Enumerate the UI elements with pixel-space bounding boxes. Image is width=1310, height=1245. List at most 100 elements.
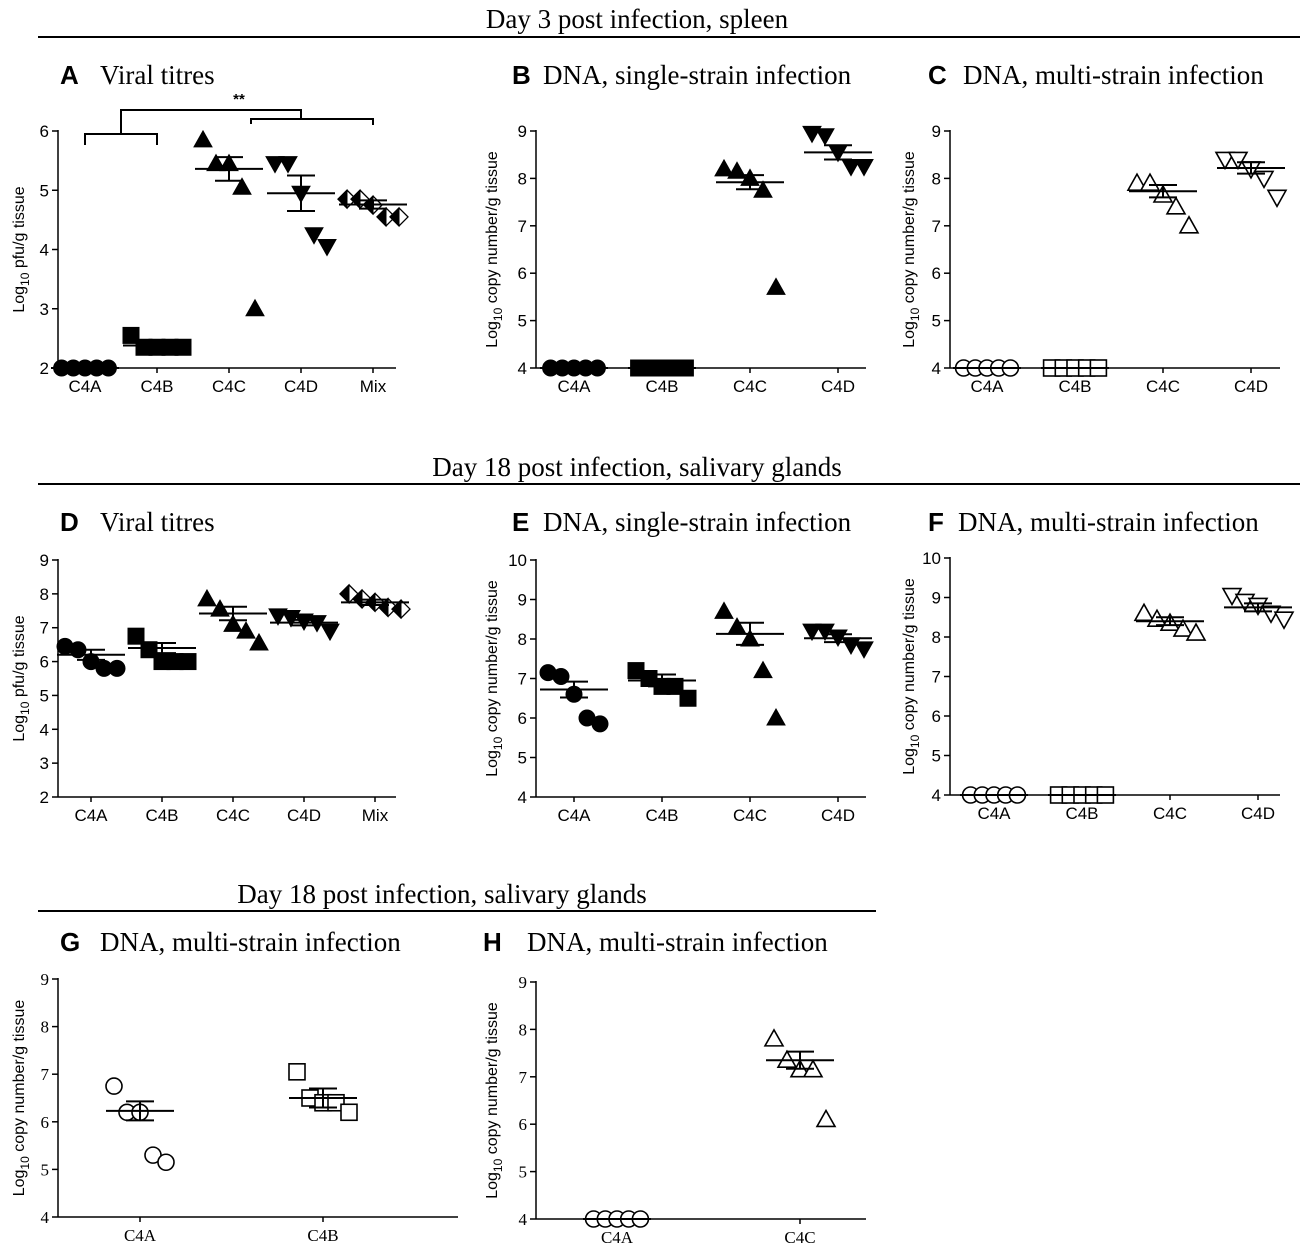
panel-a: A Viral titres 2 3 4 5 6 Log10 pfu/g tissue C4A C… bbox=[11, 60, 409, 396]
data-point bbox=[320, 623, 340, 642]
data-point bbox=[854, 159, 874, 177]
panel-title: DNA, single-strain infection bbox=[543, 507, 852, 537]
y-tick-label: 3 bbox=[40, 754, 49, 773]
data-point bbox=[1185, 622, 1207, 641]
y-tick-label: 4 bbox=[518, 359, 527, 378]
x-tick-label: C4A bbox=[970, 377, 1004, 396]
data-point bbox=[105, 1077, 123, 1095]
data-point bbox=[1227, 151, 1249, 171]
data-point bbox=[317, 239, 337, 257]
panel-letter: A bbox=[60, 60, 79, 90]
panel-b: B DNA, single-strain infection 4 5 6 7 8 9 Log10… bbox=[484, 60, 874, 396]
y-tick-label: 5 bbox=[519, 1163, 528, 1182]
x-tick-label: C4D bbox=[1234, 377, 1268, 396]
y-tick-label: 5 bbox=[40, 181, 49, 200]
y-tick-label: 9 bbox=[40, 551, 49, 570]
y-tick-label: 10 bbox=[508, 551, 527, 570]
y-tick-label: 3 bbox=[40, 300, 49, 319]
y-tick-label: 7 bbox=[40, 619, 49, 638]
data-point bbox=[232, 177, 252, 195]
data-point bbox=[193, 129, 213, 148]
y-tick-label: 9 bbox=[41, 970, 50, 989]
y-tick-label: 8 bbox=[932, 169, 941, 188]
data-point bbox=[1133, 602, 1155, 622]
x-tick-label: Mix bbox=[362, 806, 389, 825]
data-point bbox=[714, 158, 734, 177]
y-tick-label: 6 bbox=[519, 1115, 528, 1134]
panel-letter: E bbox=[512, 507, 529, 537]
y-tick-label: 6 bbox=[932, 707, 941, 726]
y-tick-label: 4 bbox=[519, 1210, 528, 1229]
y-tick-label: 4 bbox=[932, 359, 941, 378]
data-point bbox=[1214, 151, 1236, 171]
data-point bbox=[591, 715, 609, 733]
x-tick-label: C4B bbox=[1065, 804, 1098, 823]
x-tick-label: C4A bbox=[601, 1228, 634, 1245]
data-point bbox=[1273, 611, 1295, 630]
panel-title: Viral titres bbox=[100, 60, 215, 90]
y-tick-label: 9 bbox=[932, 122, 941, 141]
x-tick-label: C4C bbox=[733, 806, 767, 825]
panel-title: DNA, multi-strain infection bbox=[963, 60, 1264, 90]
data-point bbox=[249, 632, 269, 651]
y-tick-label: 5 bbox=[932, 747, 941, 766]
y-tick-label: 5 bbox=[41, 1160, 50, 1179]
data-point bbox=[376, 206, 396, 228]
y-tick-label: 5 bbox=[518, 749, 527, 768]
section-header-2: Day 18 post infection, salivary glands bbox=[38, 452, 1300, 485]
y-tick-label: 7 bbox=[518, 670, 527, 689]
x-tick-label: C4A bbox=[557, 377, 591, 396]
y-tick-label: 7 bbox=[518, 217, 527, 236]
data-point bbox=[753, 660, 773, 679]
data-point bbox=[714, 601, 734, 619]
x-tick-label: C4B bbox=[140, 377, 173, 396]
x-tick-label: C4D bbox=[287, 806, 321, 825]
y-tick-label: 8 bbox=[518, 630, 527, 649]
data-point bbox=[1178, 215, 1200, 234]
y-tick-label: 10 bbox=[922, 549, 941, 568]
data-point bbox=[278, 156, 298, 174]
section-header-1: Day 3 post infection, spleen bbox=[38, 4, 1300, 38]
x-tick-label: C4D bbox=[1241, 804, 1275, 823]
data-point bbox=[1253, 170, 1275, 190]
data-point bbox=[174, 338, 192, 356]
y-tick-label: 4 bbox=[40, 241, 49, 260]
panel-d: D Viral titres 2 3 4 5 6 7 8 9 Log10 pfu/g tissue C… bbox=[11, 507, 411, 825]
data-point bbox=[815, 128, 835, 146]
data-point bbox=[245, 298, 265, 317]
y-tick-label: 6 bbox=[40, 122, 49, 141]
data-point bbox=[288, 1063, 306, 1081]
x-tick-label: C4D bbox=[821, 377, 855, 396]
x-tick-label: C4A bbox=[124, 1226, 157, 1245]
data-point bbox=[815, 623, 835, 642]
x-tick-label: C4C bbox=[784, 1228, 815, 1245]
panel-title: DNA, single-strain infection bbox=[543, 60, 852, 90]
y-tick-label: 4 bbox=[40, 720, 49, 739]
x-tick-label: C4C bbox=[216, 806, 250, 825]
y-tick-label: 9 bbox=[519, 973, 528, 992]
data-point bbox=[727, 617, 747, 635]
data-point bbox=[802, 623, 822, 642]
y-tick-label: 4 bbox=[41, 1208, 50, 1227]
x-tick-label: C4B bbox=[1058, 377, 1091, 396]
y-tick-label: 5 bbox=[40, 686, 49, 705]
y-axis-label: Log10 copy number/g tissue bbox=[11, 1000, 32, 1197]
data-point bbox=[206, 153, 226, 172]
data-point bbox=[815, 1108, 837, 1128]
y-tick-label: 9 bbox=[932, 589, 941, 608]
y-axis-label: Log10 copy number/g tissue bbox=[901, 151, 922, 348]
significance-bracket bbox=[84, 109, 374, 145]
panel-g: G DNA, multi-strain infection 4 5 6 7 8 9 Log10 … bbox=[11, 927, 458, 1245]
panel-letter: F bbox=[928, 507, 944, 537]
x-tick-label: Mix bbox=[360, 377, 387, 396]
y-tick-label: 9 bbox=[518, 122, 527, 141]
y-axis-label: Log10 pfu/g tissue bbox=[11, 615, 32, 741]
y-tick-label: 8 bbox=[932, 628, 941, 647]
y-tick-label: 4 bbox=[932, 786, 941, 805]
x-tick-label: C4C bbox=[212, 377, 246, 396]
x-tick-label: C4B bbox=[645, 377, 678, 396]
section-header-3: Day 18 post infection, salivary glands bbox=[38, 879, 876, 912]
data-point bbox=[389, 206, 409, 228]
data-point bbox=[197, 588, 217, 607]
